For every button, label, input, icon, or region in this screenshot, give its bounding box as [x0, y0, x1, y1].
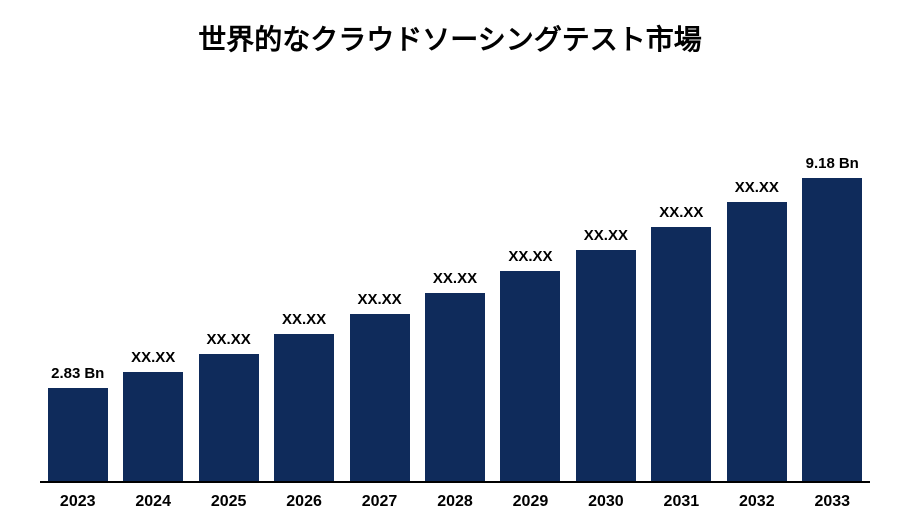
bar-value-text: XX.XX [433, 270, 477, 287]
bar-value-label: XX.XX [131, 349, 175, 366]
bar-value-label: XX.XX [282, 311, 326, 328]
bar-value-suffix: Bn [84, 365, 104, 382]
bar-slot: XX.XX [199, 103, 259, 481]
bars-row: 2.83BnXX.XXXX.XXXX.XXXX.XXXX.XXXX.XXXX.X… [40, 103, 870, 483]
bar-value-text: XX.XX [131, 349, 175, 366]
chart-container: 世界的なクラウドソーシングテスト市場 2.83BnXX.XXXX.XXXX.XX… [0, 0, 900, 525]
bar-slot: XX.XX [274, 103, 334, 481]
bar-slot: XX.XX [727, 103, 787, 481]
bar [350, 314, 410, 481]
bar-value-text: 9.18 [806, 155, 835, 172]
bar-value-text: XX.XX [659, 204, 703, 221]
bar-value-suffix: Bn [839, 155, 859, 172]
bar [802, 178, 862, 481]
bar-slot: XX.XX [350, 103, 410, 481]
bar [48, 388, 108, 481]
bar [425, 293, 485, 481]
x-tick-label: 2033 [802, 493, 862, 511]
x-tick-label: 2029 [500, 493, 560, 511]
x-axis: 2023 2024 2025 2026 2027 2028 2029 2030 2031 2032… [40, 493, 870, 511]
bar-value-text: XX.XX [282, 311, 326, 328]
bar-value-text: XX.XX [357, 291, 401, 308]
bar [727, 202, 787, 481]
x-tick-label: 2031 [651, 493, 711, 511]
x-tick-label: 2032 [727, 493, 787, 511]
bar-slot: 9.18Bn [802, 103, 862, 481]
bar-value-text: 2.83 [51, 365, 80, 382]
bar [576, 250, 636, 481]
bar [199, 354, 259, 481]
bar-slot: XX.XX [425, 103, 485, 481]
bar-value-text: XX.XX [735, 179, 779, 196]
x-tick-label: 2030 [576, 493, 636, 511]
bar-value-label: XX.XX [735, 179, 779, 196]
bar [274, 334, 334, 481]
bar-value-label: XX.XX [508, 248, 552, 265]
chart-title: 世界的なクラウドソーシングテスト市場 [0, 18, 900, 58]
bar [500, 271, 560, 481]
bar-value-text: XX.XX [584, 227, 628, 244]
x-tick-label: 2027 [350, 493, 410, 511]
bar-value-text: XX.XX [207, 331, 251, 348]
bar-slot: XX.XX [576, 103, 636, 481]
bar-value-label: XX.XX [357, 291, 401, 308]
bar-slot: 2.83Bn [48, 103, 108, 481]
bar-value-label: XX.XX [584, 227, 628, 244]
bar-value-label: XX.XX [207, 331, 251, 348]
bar-slot: XX.XX [651, 103, 711, 481]
bar-value-text: XX.XX [508, 248, 552, 265]
bar-value-label: 2.83Bn [51, 365, 104, 382]
x-tick-label: 2023 [48, 493, 108, 511]
bar-value-label: XX.XX [433, 270, 477, 287]
bar-slot: XX.XX [500, 103, 560, 481]
x-tick-label: 2025 [199, 493, 259, 511]
plot-area: 2.83BnXX.XXXX.XXXX.XXXX.XXXX.XXXX.XXXX.X… [40, 68, 870, 483]
bar-value-label: XX.XX [659, 204, 703, 221]
bar [123, 372, 183, 481]
bar [651, 227, 711, 481]
bar-slot: XX.XX [123, 103, 183, 481]
x-tick-label: 2024 [123, 493, 183, 511]
bar-value-label: 9.18Bn [806, 155, 859, 172]
x-tick-label: 2026 [274, 493, 334, 511]
x-tick-label: 2028 [425, 493, 485, 511]
